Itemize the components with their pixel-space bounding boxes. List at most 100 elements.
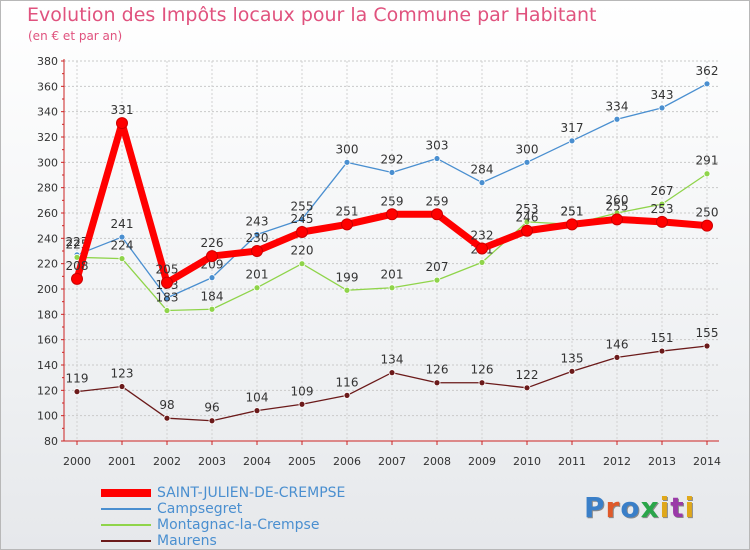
data-point-campsegret <box>343 158 351 166</box>
data-label-montagnac-la-crempse: 184 <box>201 289 224 303</box>
y-tick-label: 80 <box>44 435 58 448</box>
data-label-montagnac-la-crempse: 251 <box>561 204 584 218</box>
data-point-montagnac-la-crempse <box>343 286 351 294</box>
x-tick-label: 2011 <box>558 455 586 468</box>
legend-swatch <box>101 489 151 497</box>
data-label-saint-julien-de-crempse: 259 <box>426 194 449 208</box>
x-tick-label: 2007 <box>378 455 406 468</box>
y-tick-label: 260 <box>37 207 58 220</box>
data-label-montagnac-la-crempse: 199 <box>336 270 359 284</box>
data-label-maurens: 126 <box>426 363 449 377</box>
y-tick-label: 100 <box>37 410 58 423</box>
data-label-maurens: 155 <box>696 326 719 340</box>
data-label-maurens: 126 <box>471 363 494 377</box>
data-point-saint-julien-de-crempse <box>71 272 83 285</box>
data-label-campsegret: 284 <box>471 163 494 177</box>
x-tick-label: 2003 <box>198 455 226 468</box>
data-point-saint-julien-de-crempse <box>341 218 353 231</box>
data-point-saint-julien-de-crempse <box>206 250 218 263</box>
data-label-campsegret: 362 <box>696 64 719 78</box>
data-label-maurens: 96 <box>204 401 219 415</box>
data-point-campsegret <box>253 231 261 238</box>
data-label-maurens: 104 <box>246 391 269 405</box>
proxiti-logo: Proxiti <box>584 491 696 524</box>
data-point-campsegret <box>613 115 621 123</box>
data-point-maurens <box>298 400 306 408</box>
y-tick-label: 120 <box>37 384 58 397</box>
data-point-maurens <box>433 379 441 387</box>
x-tick-label: 2008 <box>423 455 451 468</box>
data-label-campsegret: 300 <box>516 142 539 156</box>
data-point-maurens <box>118 383 126 390</box>
data-label-campsegret: 241 <box>111 217 134 231</box>
y-tick-label: 200 <box>37 283 58 296</box>
legend-label: Montagnac-la-Crempse <box>157 517 320 533</box>
data-label-montagnac-la-crempse: 207 <box>426 260 449 274</box>
data-label-campsegret: 255 <box>291 199 314 213</box>
x-tick-label: 2005 <box>288 455 316 468</box>
data-point-campsegret <box>208 274 216 282</box>
data-point-saint-julien-de-crempse <box>656 215 668 228</box>
data-point-campsegret <box>433 155 441 162</box>
data-label-maurens: 135 <box>561 351 584 365</box>
data-point-maurens <box>613 353 621 361</box>
legend-label: Maurens <box>157 533 217 549</box>
data-point-maurens <box>208 417 216 425</box>
data-point-campsegret <box>478 179 486 187</box>
data-label-campsegret: 300 <box>336 142 359 156</box>
x-tick-label: 2006 <box>333 455 361 468</box>
data-label-maurens: 122 <box>516 368 539 382</box>
data-label-maurens: 134 <box>381 353 404 367</box>
data-label-montagnac-la-crempse: 291 <box>696 154 719 168</box>
data-label-maurens: 98 <box>159 398 174 412</box>
data-point-maurens <box>343 391 351 399</box>
data-label-saint-julien-de-crempse: 255 <box>606 199 629 213</box>
data-label-montagnac-la-crempse: 201 <box>246 268 269 282</box>
data-label-montagnac-la-crempse: 267 <box>651 184 674 198</box>
x-tick-label: 2013 <box>648 455 676 468</box>
data-point-maurens <box>658 347 666 355</box>
data-point-campsegret <box>703 80 711 88</box>
data-label-maurens: 109 <box>291 384 314 398</box>
y-tick-label: 300 <box>37 156 58 169</box>
y-tick-label: 360 <box>37 80 58 93</box>
data-label-saint-julien-de-crempse: 226 <box>201 236 224 250</box>
data-point-campsegret <box>388 169 396 176</box>
data-point-montagnac-la-crempse <box>388 284 396 292</box>
data-point-campsegret <box>298 215 306 223</box>
data-label-campsegret: 317 <box>561 121 584 135</box>
data-point-campsegret <box>523 158 531 166</box>
data-label-campsegret: 343 <box>651 88 674 102</box>
y-tick-label: 280 <box>37 182 58 195</box>
data-point-montagnac-la-crempse <box>478 258 486 266</box>
legend-swatch <box>101 540 151 542</box>
chart-subtitle: (en € et par an) <box>28 29 123 43</box>
x-tick-label: 2014 <box>693 455 721 468</box>
data-point-maurens <box>388 369 396 377</box>
x-tick-label: 2012 <box>603 455 631 468</box>
data-point-saint-julien-de-crempse <box>386 208 398 221</box>
data-label-saint-julien-de-crempse: 250 <box>696 206 719 220</box>
y-tick-label: 140 <box>37 359 58 372</box>
data-point-campsegret <box>568 137 576 145</box>
data-point-maurens <box>163 414 171 422</box>
data-label-campsegret: 303 <box>426 139 449 153</box>
data-label-saint-julien-de-crempse: 208 <box>66 259 89 273</box>
data-label-campsegret: 243 <box>246 215 269 229</box>
x-tick-label: 2010 <box>513 455 541 468</box>
data-point-campsegret <box>163 294 171 302</box>
legend-swatch <box>101 524 151 526</box>
data-label-montagnac-la-crempse: 253 <box>516 202 539 216</box>
data-point-campsegret <box>658 104 666 112</box>
data-label-maurens: 123 <box>111 367 134 381</box>
data-point-maurens <box>253 407 261 415</box>
y-tick-label: 380 <box>37 55 58 68</box>
x-tick-label: 2000 <box>63 455 91 468</box>
x-tick-label: 2004 <box>243 455 271 468</box>
data-label-campsegret: 334 <box>606 99 629 113</box>
data-point-saint-julien-de-crempse <box>521 224 533 237</box>
data-point-saint-julien-de-crempse <box>116 117 128 130</box>
y-tick-label: 220 <box>37 258 58 271</box>
data-label-maurens: 146 <box>606 337 629 351</box>
